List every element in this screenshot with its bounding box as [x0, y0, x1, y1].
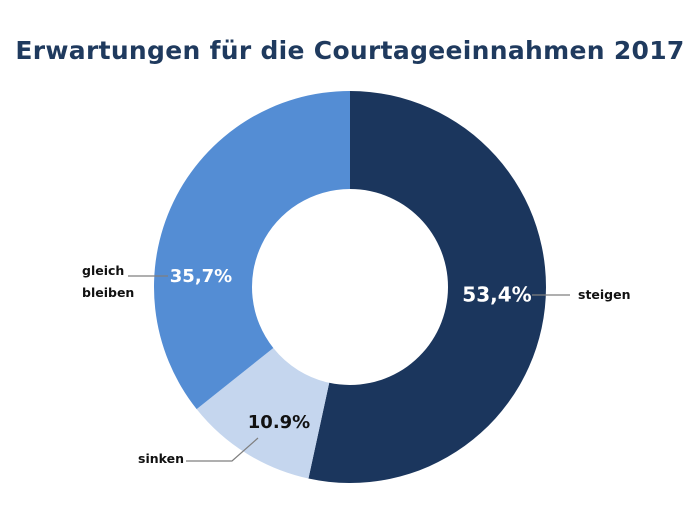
slice-steigen	[308, 91, 547, 484]
category-label-steigen: steigen	[578, 287, 631, 302]
chart-title: Erwartungen für die Courtageeinnahmen 20…	[15, 36, 685, 65]
value-label-steigen: 53,4%	[462, 283, 531, 307]
leader-line-sinken	[186, 437, 259, 462]
slice-gleich-bleiben	[153, 91, 350, 410]
slice-sinken	[196, 348, 330, 479]
category-label-sinken: sinken	[138, 451, 184, 466]
category-label-gleich-bleiben: gleich bleiben	[82, 263, 134, 300]
value-label-gleich-bleiben: 35,7%	[170, 266, 232, 287]
value-label-sinken: 10.9%	[248, 412, 310, 433]
